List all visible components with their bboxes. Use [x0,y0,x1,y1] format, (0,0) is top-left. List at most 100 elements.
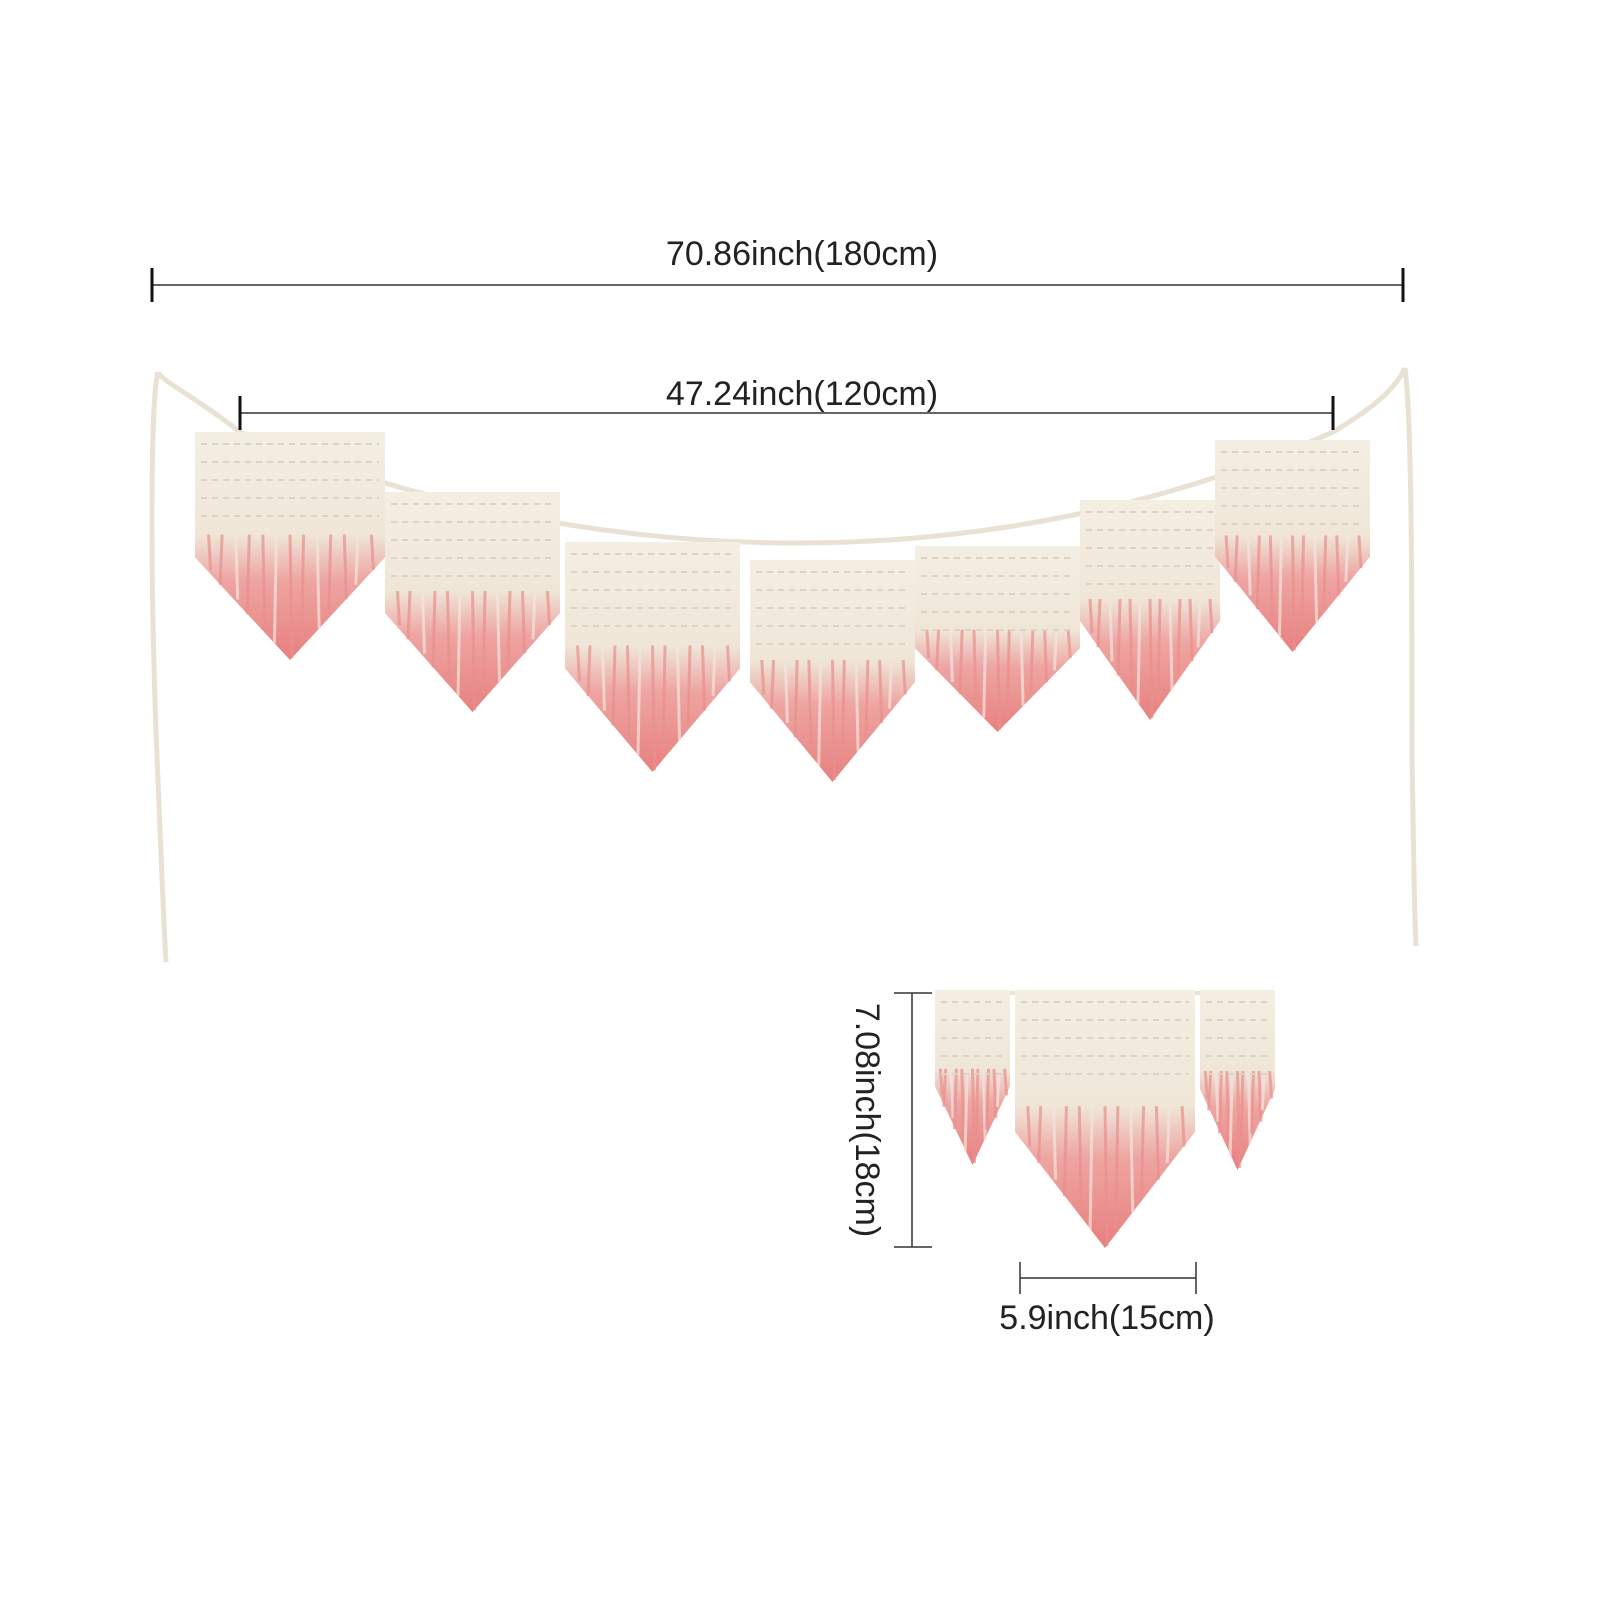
fringe [521,590,526,654]
fringe [901,659,907,695]
fringe [601,645,606,711]
fringe [1052,1106,1058,1180]
fringe [1224,535,1230,569]
fringe [1136,598,1142,704]
fringe [1250,1070,1256,1134]
fringe [207,534,213,571]
fringe [1268,535,1274,623]
fringe [431,590,437,668]
pennant [935,990,1010,1165]
fringe [949,1068,955,1119]
fringe [1313,535,1319,623]
fringe [1180,1106,1186,1147]
fringe [1037,1106,1043,1164]
fringe [887,659,893,709]
pennant [1080,500,1220,720]
fringe [300,534,306,644]
fringe [1176,598,1182,676]
pennant [1015,990,1195,1248]
fringe [636,645,642,756]
fringe [854,659,860,752]
fringe [1260,1070,1266,1111]
fringe [1148,598,1154,719]
dimension-label: 7.08inch(18cm) [848,1003,886,1237]
pennant [385,492,560,712]
fringe [1029,629,1035,695]
fringe [1129,1106,1135,1213]
fringe [963,1068,969,1152]
rope [155,366,1408,546]
fringe [576,645,581,682]
fringe [1225,1070,1231,1145]
fringe [840,659,846,766]
fringe [1088,1106,1094,1230]
fringe [1043,629,1049,683]
fringe [1246,535,1252,596]
fringe [817,659,823,766]
fringe [506,590,512,668]
fringe [354,534,360,585]
fringe [938,1068,944,1096]
fringe [783,659,789,723]
fringe [1114,1106,1120,1230]
fringe [831,659,836,781]
fringe [982,629,988,719]
dimension-label: 5.9inch(15cm) [999,1299,1214,1337]
fringe [1233,535,1239,582]
fringe [1300,535,1306,637]
fringe [1239,1070,1245,1157]
fringe [1214,1070,1220,1122]
fringe [1128,598,1134,690]
fringe [1196,598,1202,648]
fringe [1088,598,1094,634]
fringe [701,645,706,711]
fringe [1003,1068,1009,1096]
fringe [1005,629,1011,719]
fringe [234,534,240,600]
fringe [1077,1106,1083,1213]
dimension-label: 70.86inch(180cm) [666,235,938,273]
fringe [1154,1106,1160,1180]
fringe [369,534,375,571]
fringe [711,645,717,697]
fringe [1066,629,1072,659]
fringe [686,645,692,726]
fringe [981,1068,987,1141]
fringe [1335,535,1341,596]
fringe [315,534,321,629]
fringe [1277,535,1283,637]
pennant-detail [935,990,1275,1248]
pennant [1215,440,1370,652]
fringe [261,534,267,629]
fringe [676,645,681,741]
fringe [992,1068,998,1119]
fringe [942,1068,948,1107]
fringe [760,659,766,695]
fringe [1357,535,1363,569]
fringe [1165,1106,1171,1164]
fringe [1268,1070,1274,1099]
fringe [925,629,931,659]
fringe [960,1068,966,1141]
fringe [1255,535,1261,610]
fringe [1103,1106,1109,1247]
macrame-garland [149,366,1419,963]
fringe [471,590,476,711]
fringe [1026,1106,1032,1147]
fringe [807,659,813,752]
fringe [971,1068,976,1164]
fringe [1246,1070,1252,1145]
fringe [1019,629,1025,707]
fringe [245,534,251,615]
pennant [195,432,385,660]
fringe [958,629,964,695]
fringe [952,1068,958,1130]
fringe [974,1068,980,1152]
dimension-label: 47.24inch(120cm) [666,375,938,413]
fringe [1291,535,1296,651]
fringe [1096,598,1102,648]
fringe [327,534,333,615]
fringe [864,659,870,738]
